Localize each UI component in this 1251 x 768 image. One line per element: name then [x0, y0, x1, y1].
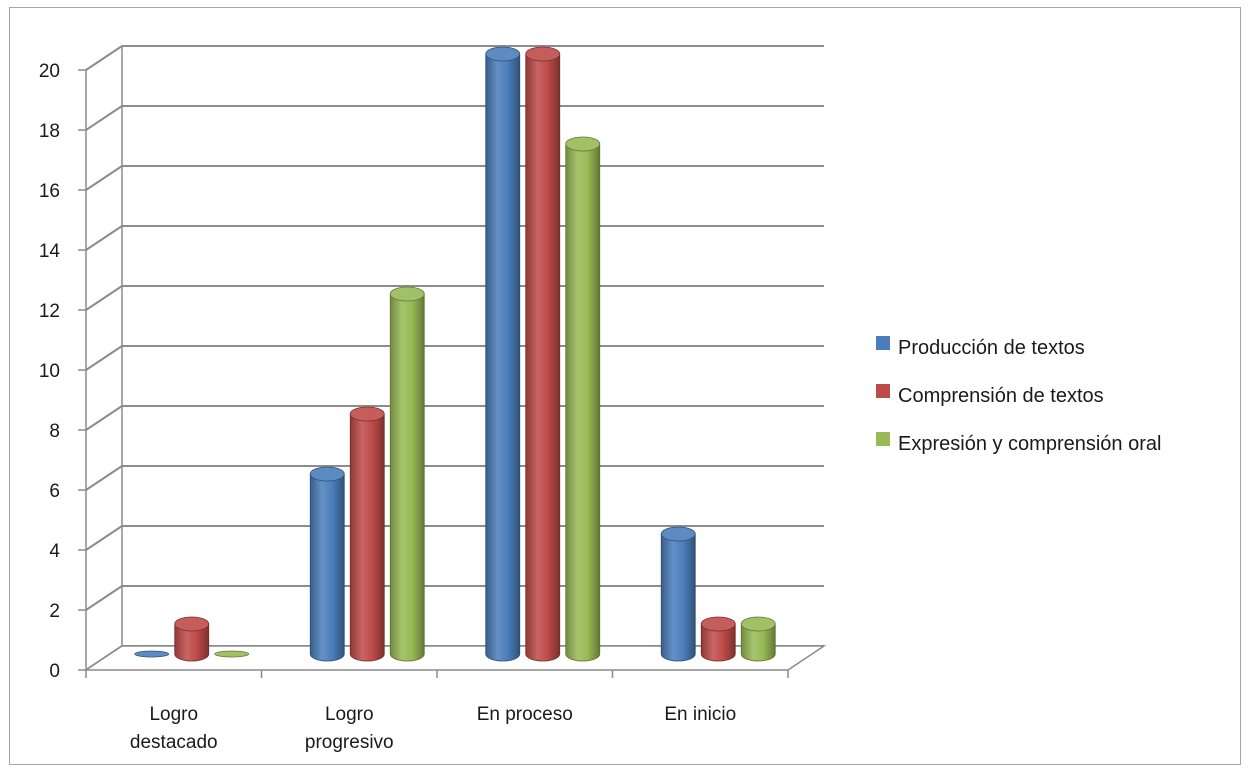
bar: [565, 136, 601, 662]
bar: [349, 406, 385, 662]
legend: Producción de textos Comprensión de texto…: [876, 336, 1161, 455]
bar: [174, 616, 210, 662]
legend-item: Comprensión de textos: [876, 384, 1104, 407]
legend-swatch: [876, 384, 890, 398]
chart-frame: [9, 7, 1241, 765]
y-tick-label: 2: [49, 601, 60, 622]
gridline-side: [85, 465, 123, 491]
bar-body: [740, 623, 776, 662]
bar: [214, 650, 250, 658]
bar: [660, 526, 696, 662]
x-category-label: destacado: [130, 732, 218, 753]
bar-top: [700, 616, 736, 632]
labels-layer: 0 2 4 6 8 10 12 14 16 18 20 Logro destacado Logro prog…: [39, 61, 736, 753]
legend-label: Producción de textos: [898, 337, 1085, 359]
legend-swatch: [876, 432, 890, 446]
bar-body: [525, 53, 561, 662]
bar-top: [565, 136, 601, 152]
y-tick-label: 6: [49, 481, 60, 502]
gridline-side: [85, 405, 123, 431]
gridline-side: [85, 585, 123, 611]
bar-body: [174, 623, 210, 662]
bar-body: [389, 293, 425, 662]
bar-top: [349, 406, 385, 422]
x-category-label: Logro: [325, 704, 374, 725]
bar-top: [134, 650, 170, 658]
gridline-side: [85, 165, 123, 191]
y-tick-label: 10: [39, 361, 60, 382]
legend-label: Expresión y comprensión oral: [898, 433, 1161, 455]
bar-top: [389, 286, 425, 302]
legend-label: Comprensión de textos: [898, 385, 1104, 407]
y-tick-label: 14: [39, 241, 61, 262]
bar: [134, 650, 170, 658]
y-tick-label: 4: [49, 541, 60, 562]
x-category-label: progresivo: [305, 732, 394, 753]
gridline-side: [85, 225, 123, 251]
legend-item: Producción de textos: [876, 336, 1085, 359]
bar-body: [309, 473, 345, 662]
y-tick-label: 0: [49, 661, 60, 682]
gridline-side: [85, 345, 123, 371]
bar-top: [485, 46, 521, 62]
y-tick-label: 16: [39, 181, 60, 202]
bar-body: [485, 53, 521, 662]
bar-top: [525, 46, 561, 62]
grid-layer: [85, 45, 824, 671]
bar: [740, 616, 776, 662]
bar-top: [174, 616, 210, 632]
bars-layer: [134, 46, 776, 662]
bar: [525, 46, 561, 662]
x-category-label: Logro: [149, 704, 198, 725]
bar-body: [660, 533, 696, 662]
x-category-label: En proceso: [477, 704, 573, 725]
bar: [700, 616, 736, 662]
bar: [485, 46, 521, 662]
x-category-label: En inicio: [664, 704, 736, 725]
bar-top: [660, 526, 696, 542]
y-tick-label: 18: [39, 121, 60, 142]
bar-top: [309, 466, 345, 482]
bar: [309, 466, 345, 662]
legend-item: Expresión y comprensión oral: [876, 432, 1161, 455]
gridline-side: [85, 525, 123, 551]
bar-body: [700, 623, 736, 662]
y-tick-label: 8: [49, 421, 60, 442]
floor: [83, 645, 827, 671]
gridline-side: [85, 285, 123, 311]
bar-body: [565, 143, 601, 662]
bar: [389, 286, 425, 662]
y-tick-label: 20: [39, 61, 60, 82]
bar-top: [214, 650, 250, 658]
axis-layer: [78, 46, 827, 678]
gridline-side: [85, 45, 123, 71]
legend-swatch: [876, 336, 890, 350]
bar-top: [740, 616, 776, 632]
bar-body: [349, 413, 385, 662]
gridline-side: [85, 105, 123, 131]
y-tick-label: 12: [39, 301, 60, 322]
